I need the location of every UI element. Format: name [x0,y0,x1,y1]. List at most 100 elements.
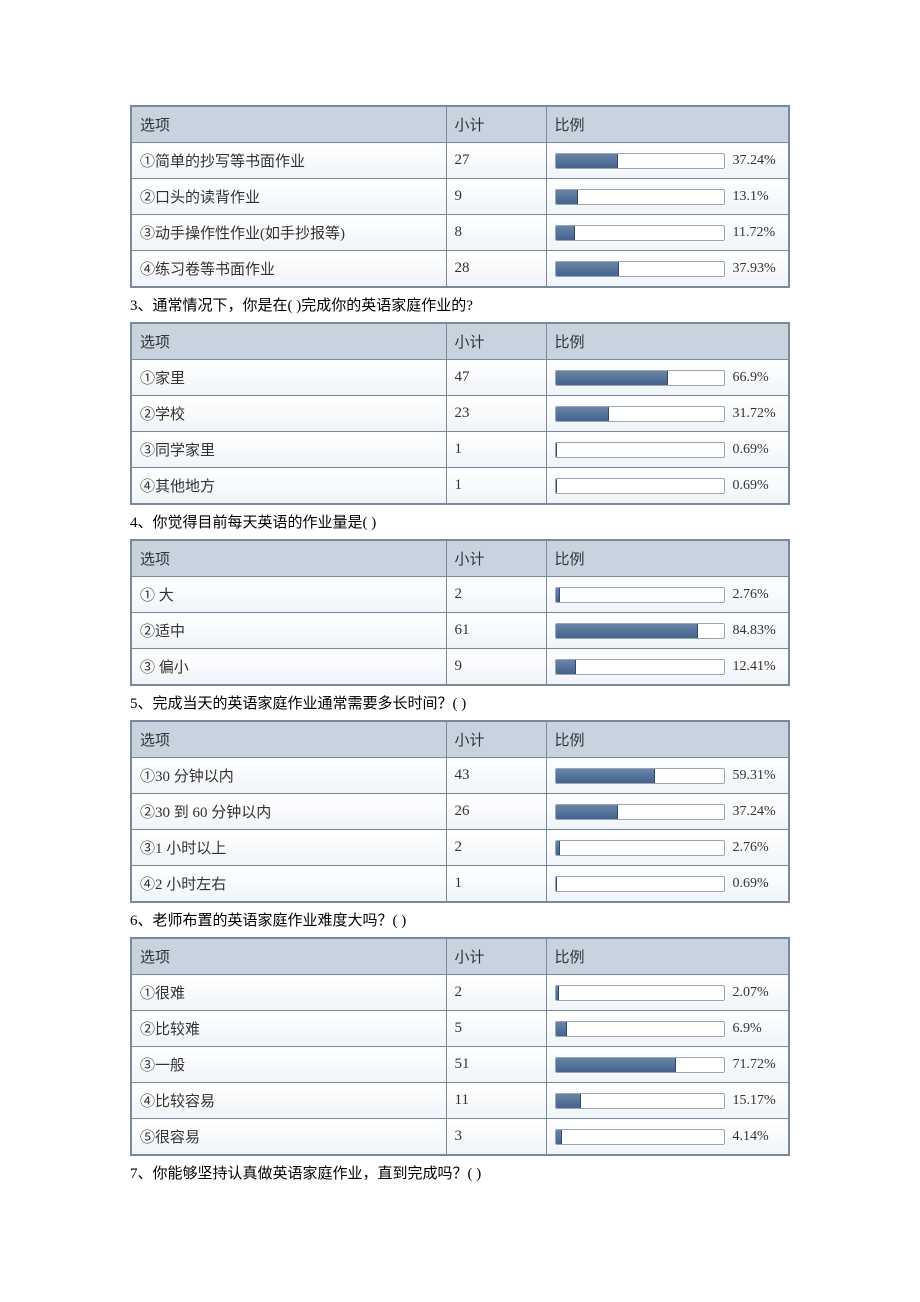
ratio-cell: 84.83% [546,613,789,649]
option-cell: ②适中 [131,613,446,649]
pct-label: 0.69% [733,478,769,494]
ratio-cell: 71.72% [546,1047,789,1083]
ratio-cell: 4.14% [546,1119,789,1156]
bar-fill [556,1058,676,1072]
ratio-cell: 12.41% [546,649,789,686]
pct-label: 59.31% [733,768,776,784]
question-text: 6、老师布置的英语家庭作业难度大吗？( ) [130,909,790,933]
ratio-cell: 2.07% [546,975,789,1011]
bar-fill [556,371,668,385]
option-cell: ③同学家里 [131,432,446,468]
option-cell: ④比较容易 [131,1083,446,1119]
table-header-row: 选项小计比例 [131,106,789,143]
table-row: ④练习卷等书面作业28 37.93% [131,251,789,288]
option-cell: ②口头的读背作业 [131,179,446,215]
bar-fill [556,190,578,204]
pct-label: 6.9% [733,1021,762,1037]
pct-label: 2.76% [733,587,769,603]
count-cell: 1 [446,468,546,505]
bar-track [555,587,725,603]
count-cell: 28 [446,251,546,288]
header-count: 小计 [446,540,546,577]
bar-fill [556,769,656,783]
table-row: ①简单的抄写等书面作业2737.24% [131,143,789,179]
header-count: 小计 [446,106,546,143]
bar-fill [556,660,577,674]
table-header-row: 选项小计比例 [131,540,789,577]
pct-label: 37.24% [733,153,776,169]
bar-track [555,876,725,892]
bar-track [555,1129,725,1145]
survey-table: 选项小计比例①家里4766.9%②学校2331.72%③同学家里10.69%④其… [130,322,790,505]
count-cell: 9 [446,649,546,686]
table-row: ④其他地方1 0.69% [131,468,789,505]
count-cell: 8 [446,215,546,251]
ratio-cell: 0.69% [546,468,789,505]
header-option: 选项 [131,540,446,577]
table-row: ⑤很容易34.14% [131,1119,789,1156]
option-cell: ④练习卷等书面作业 [131,251,446,288]
option-cell: ①30 分钟以内 [131,758,446,794]
ratio-cell: 0.69% [546,866,789,903]
pct-label: 37.24% [733,804,776,820]
ratio-cell: 59.31% [546,758,789,794]
count-cell: 5 [446,1011,546,1047]
bar-track [555,659,725,675]
pct-label: 2.07% [733,985,769,1001]
bar-fill [556,443,557,457]
table-header-row: 选项小计比例 [131,323,789,360]
count-cell: 1 [446,866,546,903]
count-cell: 43 [446,758,546,794]
ratio-cell: 31.72% [546,396,789,432]
table-header-row: 选项小计比例 [131,938,789,975]
option-cell: ④2 小时左右 [131,866,446,903]
option-cell: ⑤很容易 [131,1119,446,1156]
table-row: ③ 偏小912.41% [131,649,789,686]
option-cell: ④其他地方 [131,468,446,505]
ratio-cell: 37.24% [546,143,789,179]
pct-label: 15.17% [733,1093,776,1109]
count-cell: 2 [446,830,546,866]
header-count: 小计 [446,721,546,758]
ratio-cell: 37.93% [546,251,789,288]
bar-fill [556,479,557,493]
pct-label: 71.72% [733,1057,776,1073]
count-cell: 26 [446,794,546,830]
ratio-cell: 0.69% [546,432,789,468]
header-count: 小计 [446,323,546,360]
bar-fill [556,1094,581,1108]
header-option: 选项 [131,721,446,758]
option-cell: ③一般 [131,1047,446,1083]
bar-track [555,768,725,784]
option-cell: ③动手操作性作业(如手抄报等) [131,215,446,251]
option-cell: ① 大 [131,577,446,613]
header-ratio: 比例 [546,323,789,360]
count-cell: 9 [446,179,546,215]
question-text: 4、你觉得目前每天英语的作业量是( ) [130,511,790,535]
option-cell: ①很难 [131,975,446,1011]
header-ratio: 比例 [546,106,789,143]
bar-fill [556,877,557,891]
option-cell: ②30 到 60 分钟以内 [131,794,446,830]
bar-track [555,478,725,494]
header-ratio: 比例 [546,721,789,758]
option-cell: ②学校 [131,396,446,432]
table-row: ③同学家里10.69% [131,432,789,468]
table-row: ②30 到 60 分钟以内26 37.24% [131,794,789,830]
ratio-cell: 15.17% [546,1083,789,1119]
header-option: 选项 [131,323,446,360]
table-row: ①家里4766.9% [131,360,789,396]
pct-label: 37.93% [733,261,776,277]
bar-fill [556,262,620,276]
survey-table: 选项小计比例①简单的抄写等书面作业2737.24%②口头的读背作业913.1%③… [130,105,790,288]
table-header-row: 选项小计比例 [131,721,789,758]
option-cell: ①简单的抄写等书面作业 [131,143,446,179]
bar-fill [556,407,609,421]
header-option: 选项 [131,938,446,975]
question-text: 3、通常情况下，你是在( )完成你的英语家庭作业的? [130,294,790,318]
table-row: ③动手操作性作业(如手抄报等)811.72% [131,215,789,251]
bar-fill [556,1022,568,1036]
table-row: ②比较难56.9% [131,1011,789,1047]
bar-track [555,804,725,820]
table-row: ②学校2331.72% [131,396,789,432]
